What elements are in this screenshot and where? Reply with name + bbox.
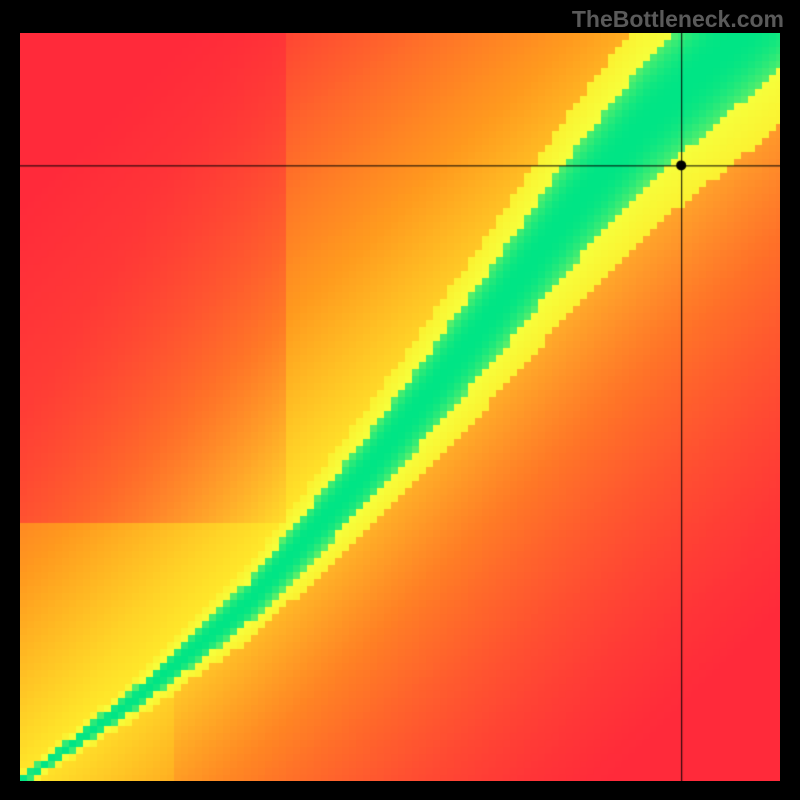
bottleneck-heatmap [20,33,780,781]
watermark-text: TheBottleneck.com [572,6,784,33]
